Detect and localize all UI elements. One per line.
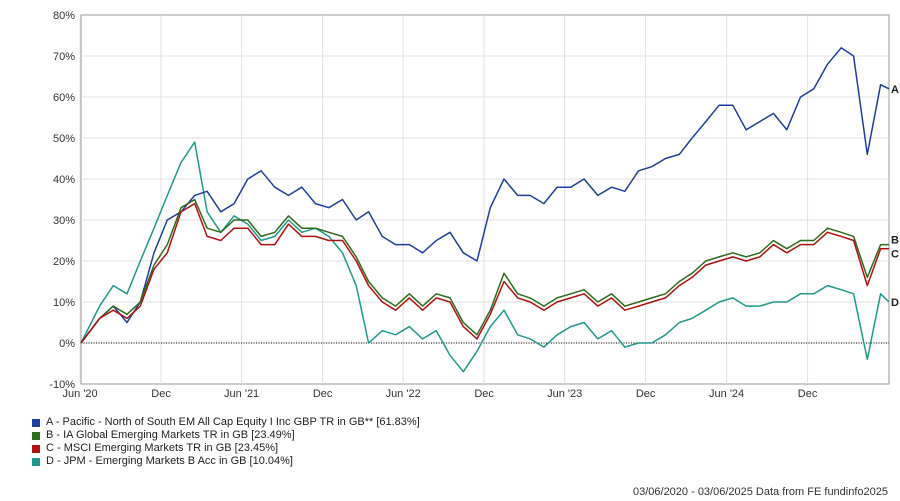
- x-tick-label: Dec: [313, 388, 333, 400]
- x-tick-label: Jun '22: [386, 388, 421, 400]
- x-tick-label: Jun '21: [224, 388, 259, 400]
- plot-frame: [80, 14, 890, 385]
- y-tick-label: 30%: [53, 215, 75, 227]
- y-tick-label: 10%: [53, 297, 75, 309]
- series-end-label-D: D: [891, 297, 899, 309]
- x-tick-label: Dec: [474, 388, 494, 400]
- legend-label: A - Pacific - North of South EM All Cap …: [46, 416, 420, 428]
- y-tick-label: 50%: [53, 133, 75, 145]
- legend-item-D: D - JPM - Emerging Markets B Acc in GB […: [32, 455, 420, 468]
- legend-swatch: [32, 418, 40, 427]
- line-chart: 80% 70% 60% 50% 40% 30% 20% 10% 0% -10% Jun '20 De…: [49, 10, 899, 400]
- legend-swatch: [32, 457, 40, 466]
- legend-swatch: [32, 444, 40, 453]
- x-axis-ticks: Jun '20 Dec Jun '21 Dec Jun '22 Dec Jun '23 Dec…: [63, 388, 818, 400]
- x-tick-label: Dec: [798, 388, 818, 400]
- y-tick-label: 0%: [59, 338, 75, 350]
- y-tick-label: 60%: [53, 92, 75, 104]
- x-tick-label: Jun '24: [709, 388, 744, 400]
- legend-item-A: A - Pacific - North of South EM All Cap …: [32, 416, 420, 429]
- y-tick-label: 70%: [53, 51, 75, 63]
- series-end-label-B: B: [891, 235, 899, 247]
- series-line-C: [80, 202, 889, 344]
- y-tick-label: 40%: [53, 174, 75, 186]
- chart-grid: [79, 14, 890, 385]
- series-line-D: [80, 141, 890, 373]
- legend-label: D - JPM - Emerging Markets B Acc in GB […: [46, 455, 293, 467]
- legend-label: B - IA Global Emerging Markets TR in GB …: [46, 429, 295, 441]
- series-line-A: [80, 47, 890, 344]
- y-tick-label: 20%: [53, 256, 75, 268]
- y-tick-label: -10%: [49, 379, 75, 391]
- x-tick-label: Jun '23: [547, 388, 582, 400]
- series-end-label-A: A: [891, 84, 899, 96]
- series-end-labels: A BC D: [891, 84, 899, 309]
- legend-label: C - MSCI Emerging Markets TR in GB [23.4…: [46, 442, 279, 454]
- chart-series: [80, 47, 890, 373]
- series-line-B: [80, 198, 889, 344]
- legend-swatch: [32, 431, 40, 440]
- legend-item-C: C - MSCI Emerging Markets TR in GB [23.4…: [32, 442, 420, 455]
- chart-legend: A - Pacific - North of South EM All Cap …: [32, 416, 420, 468]
- x-tick-label: Jun '20: [63, 388, 98, 400]
- y-tick-label: 80%: [53, 10, 75, 22]
- x-tick-label: Dec: [636, 388, 656, 400]
- y-axis-ticks: 80% 70% 60% 50% 40% 30% 20% 10% 0% -10%: [49, 10, 75, 391]
- chart-footer: 03/06/2020 - 03/06/2025 Data from FE fun…: [632, 486, 888, 498]
- legend-item-B: B - IA Global Emerging Markets TR in GB …: [32, 429, 420, 442]
- series-end-label-C: C: [891, 249, 899, 261]
- x-tick-label: Dec: [151, 388, 171, 400]
